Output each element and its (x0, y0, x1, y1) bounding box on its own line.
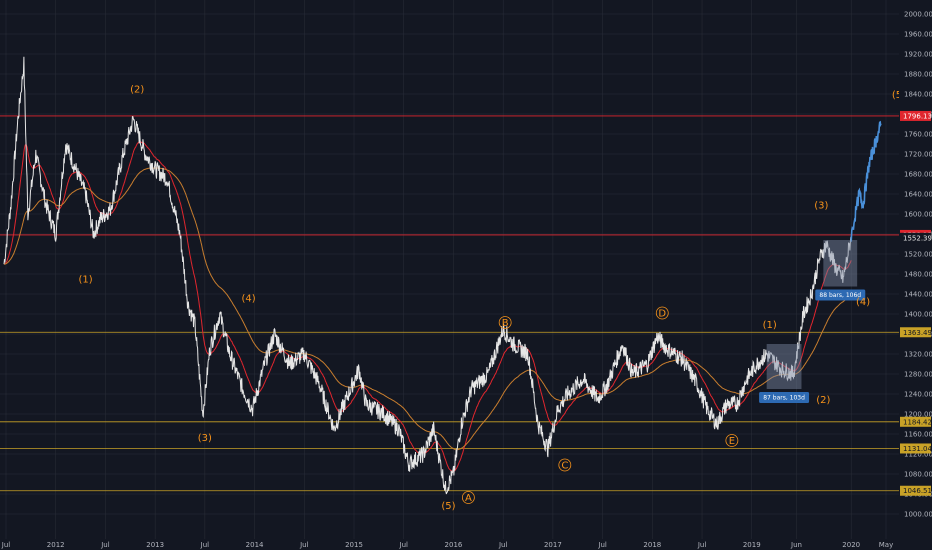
price-line (3, 56, 852, 495)
y-tick-label: 1960.00 (904, 31, 932, 39)
y-tick-label: 1680.00 (904, 171, 932, 179)
y-tick-label: 1320.00 (904, 351, 932, 359)
time-axis[interactable]: Jul 2012 Jul 2013 Jul 2014 Jul 2015 Jul 2016 Jul 20… (1, 541, 893, 549)
y-tick-label: 1160.00 (904, 431, 932, 439)
price-tags: 1796.131558.121363.491184.421131.041046.… (900, 110, 932, 496)
x-tick-label: 2014 (246, 541, 264, 549)
y-tick-label: 1840.00 (904, 91, 932, 99)
x-tick-label: Jul (299, 541, 309, 549)
range-box[interactable] (766, 344, 802, 389)
wave-label: A (465, 493, 472, 504)
range-box[interactable] (823, 240, 858, 287)
x-tick-label: 2015 (345, 541, 363, 549)
current-price-tag: 1552.39 (903, 234, 932, 242)
wave-label: (5) (441, 501, 455, 512)
level-price-tag-bg (900, 485, 931, 496)
x-tick-label: 2016 (445, 541, 463, 549)
x-tick-label: Jul (1, 541, 11, 549)
level-price-tag-bg (900, 443, 931, 454)
range-label: 87 bars, 103d (763, 395, 805, 402)
wave-label: (5) (892, 90, 906, 101)
projection-line (850, 120, 882, 242)
horizontal-levels[interactable] (0, 115, 899, 492)
y-tick-label: 2000.00 (904, 11, 932, 19)
x-tick-label: 2018 (643, 541, 661, 549)
x-tick-label: 2013 (146, 541, 164, 549)
wave-circle (725, 434, 739, 447)
x-tick-label: Jul (100, 541, 110, 549)
y-tick-label: 1440.00 (904, 291, 932, 299)
range-label-bg (815, 289, 866, 301)
range-label: 88 bars, 106d (819, 292, 861, 299)
range-label-bg (759, 392, 810, 403)
level-price-tag: 1131.04 (903, 445, 932, 453)
y-tick-label: 1880.00 (904, 71, 932, 79)
x-tick-label: Jul (597, 541, 607, 549)
x-tick-label: 2012 (47, 541, 65, 549)
x-tick-label: Jul (399, 541, 409, 549)
wave-label: B (502, 318, 509, 329)
x-tick-label: May (879, 541, 893, 549)
level-price-tag: 1363.49 (903, 329, 932, 337)
wave-label: (4) (856, 297, 870, 308)
y-tick-label: 1640.00 (904, 191, 932, 199)
level-price-tag: 1046.51 (903, 487, 932, 495)
wave-label: (3) (198, 433, 212, 444)
wave-circle (498, 316, 512, 329)
wave-circle (655, 306, 669, 320)
ema-slow-line (3, 167, 852, 451)
x-tick-label: 2020 (842, 541, 860, 549)
y-tick-label: 1080.00 (904, 471, 932, 479)
x-tick-label: Jul (697, 541, 707, 549)
time-axis-panel[interactable] (0, 539, 932, 550)
y-tick-label: 1480.00 (904, 271, 932, 279)
wave-label: (2) (130, 85, 144, 96)
x-tick-label: 2019 (743, 541, 761, 549)
level-price-tag-bg (900, 110, 931, 121)
x-tick-label: Jun (790, 541, 802, 549)
date-range-boxes[interactable]: 87 bars, 103d 88 bars, 106d (759, 240, 866, 403)
price-series (3, 56, 852, 495)
y-tick-label: 1120.00 (904, 451, 932, 459)
wave-label: (3) (814, 201, 828, 212)
y-tick-label: 1000.00 (904, 511, 932, 519)
moving-averages (3, 141, 852, 472)
x-tick-label: Jul (498, 541, 508, 549)
current-price-tag-bg (900, 232, 931, 243)
ema-fast-line (3, 141, 852, 472)
wave-label: E (729, 436, 735, 447)
y-tick-label: 1600.00 (904, 211, 932, 219)
projection-path (850, 120, 882, 242)
level-price-tag: 1184.42 (903, 418, 932, 426)
wave-label: (4) (242, 294, 256, 305)
wave-label: C (561, 461, 568, 472)
wave-label: (1) (78, 275, 92, 286)
wave-circle (558, 458, 572, 472)
y-tick-label: 1760.00 (904, 131, 932, 139)
x-tick-label: Jul (200, 541, 210, 549)
level-price-tag-bg (900, 327, 931, 338)
wave-label: D (658, 309, 666, 320)
wave-labels: (2) (1) (4) (3) (5) A B C D E (1) (2) (3) (4) (5) (78, 85, 906, 513)
y-tick-label: 1920.00 (904, 51, 932, 59)
y-tick-label: 1280.00 (904, 371, 932, 379)
x-tick-label: 2017 (544, 541, 562, 549)
level-price-tag: 1796.13 (903, 112, 932, 120)
y-tick-label: 1400.00 (904, 311, 932, 319)
y-tick-label: 1520.00 (904, 251, 932, 259)
y-tick-label: 1240.00 (904, 391, 932, 399)
grid-lines (0, 0, 899, 539)
y-tick-label: 1720.00 (904, 151, 932, 159)
wave-label: (1) (763, 320, 777, 331)
wave-circle (461, 491, 475, 504)
wave-label: (2) (816, 395, 830, 406)
level-price-tag-bg (900, 416, 931, 427)
y-tick-label: 1200.00 (904, 411, 932, 419)
